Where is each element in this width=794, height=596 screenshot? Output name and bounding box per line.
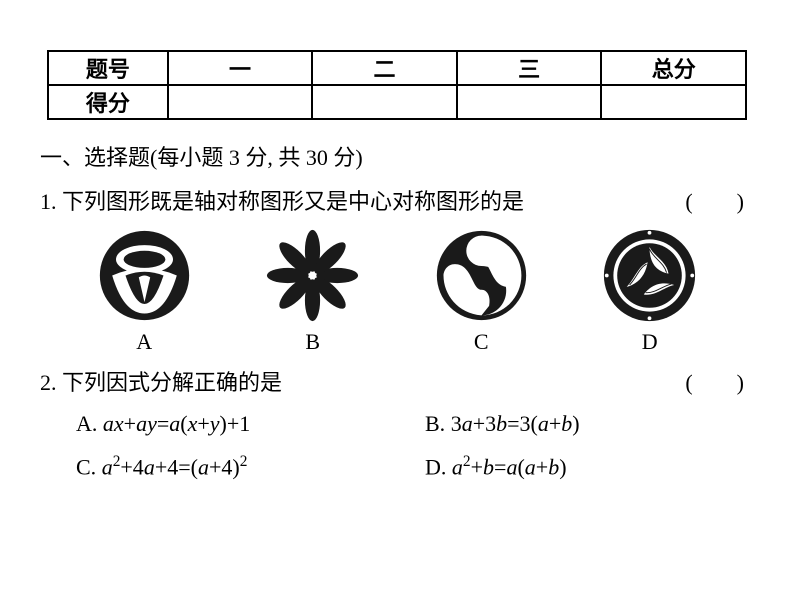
q1-option-b: B [265, 228, 360, 355]
q2-option-b: B. 3a+3b=3(a+b) [425, 411, 754, 437]
question-2: 2. 下列因式分解正确的是 ( ) [40, 365, 754, 397]
q1-paren: ( ) [685, 184, 744, 216]
question-1: 1. 下列图形既是轴对称图形又是中心对称图形的是 ( ) [40, 184, 754, 216]
q2-options: A. ax+ay=a(x+y)+1 B. 3a+3b=3(a+b) C. a2+… [40, 411, 754, 480]
table-row: 题号 一 二 三 总分 [48, 51, 746, 85]
score-table: 题号 一 二 三 总分 得分 [47, 50, 747, 120]
score-label-cell: 得分 [48, 85, 168, 119]
score-cell-2 [312, 85, 457, 119]
part-cell-1: 一 [168, 51, 313, 85]
q1-text: 下列图形既是轴对称图形又是中心对称图形的是 [62, 189, 524, 214]
emblem-a-icon [97, 228, 192, 323]
swirl-icon [434, 228, 529, 323]
q2-option-a: A. ax+ay=a(x+y)+1 [76, 411, 405, 437]
section-number: 一、 [40, 145, 84, 170]
q1-option-c-label: C [474, 329, 489, 355]
q1-option-a: A [97, 228, 192, 355]
q1-option-d: D [602, 228, 697, 355]
score-cell-1 [168, 85, 313, 119]
table-row: 得分 [48, 85, 746, 119]
total-label-cell: 总分 [601, 51, 746, 85]
q2-number: 2. [40, 370, 57, 395]
q1-option-a-label: A [136, 329, 152, 355]
section-note: (每小题 3 分, 共 30 分) [150, 145, 363, 170]
part-cell-3: 三 [457, 51, 602, 85]
q2-option-d: D. a2+b=a(a+b) [425, 453, 754, 480]
flower-icon [265, 228, 360, 323]
score-cell-3 [457, 85, 602, 119]
q2-paren: ( ) [685, 365, 744, 397]
q2-option-c: C. a2+4a+4=(a+4)2 [76, 453, 405, 480]
part-cell-2: 二 [312, 51, 457, 85]
section-name: 选择题 [84, 145, 150, 170]
q1-number: 1. [40, 189, 57, 214]
score-cell-total [601, 85, 746, 119]
q2-text: 下列因式分解正确的是 [62, 370, 282, 395]
section-title: 一、选择题(每小题 3 分, 共 30 分) [40, 140, 754, 172]
seal-icon [602, 228, 697, 323]
q1-options-row: A B C [40, 228, 754, 355]
q1-option-d-label: D [642, 329, 658, 355]
header-label-cell: 题号 [48, 51, 168, 85]
q1-option-b-label: B [305, 329, 320, 355]
q1-option-c: C [434, 228, 529, 355]
